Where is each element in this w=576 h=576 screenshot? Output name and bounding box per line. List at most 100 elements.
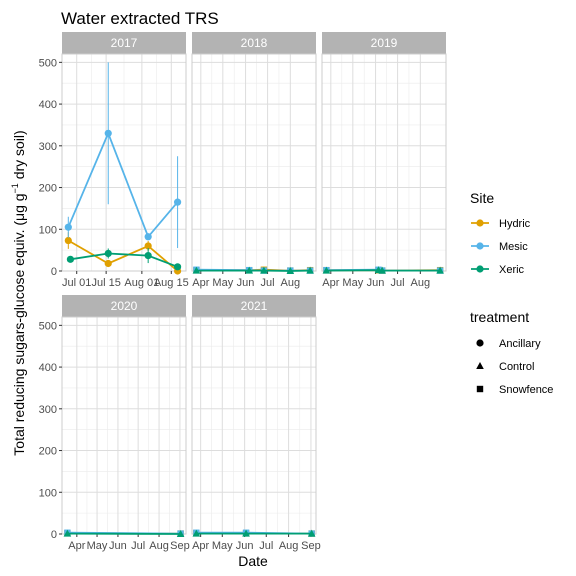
facet-strip (192, 32, 316, 54)
panel-border (321, 53, 447, 272)
x-tick-label: Sep (170, 540, 190, 552)
legend-label-snowfence: Snowfence (499, 384, 553, 396)
facet-panel-2020: 2020 0 100 200 300 400 500 Apr May Jun Jul Aug Sep (39, 295, 190, 552)
x-tick-label: Aug (149, 540, 169, 552)
series-xeric (63, 529, 185, 537)
data-point-triangle (192, 529, 201, 537)
x-tick-label: Jun (109, 540, 127, 552)
y-axis-title: Total reducing sugars-glucose equiv. (μg… (10, 130, 27, 455)
series-xeric (192, 266, 314, 274)
x-tick-label: Apr (322, 277, 339, 289)
panel-border (61, 316, 187, 535)
data-point-triangle (260, 266, 268, 274)
x-tick-label: Aug 15 (154, 277, 189, 289)
y-tick-label: 0 (51, 266, 57, 278)
panel-border (191, 316, 317, 535)
legend-key-point (476, 242, 484, 250)
x-tick-label: Aug 01 (124, 277, 159, 289)
legend-title-treatment: treatment (470, 309, 529, 325)
y-tick-label: 300 (39, 141, 57, 153)
y-tick-label: 500 (39, 320, 57, 332)
y-axis-title-tail: dry soil) (11, 130, 27, 183)
data-point-triangle (286, 267, 295, 274)
x-tick-label: Jul (131, 540, 145, 552)
data-point-triangle (245, 266, 254, 274)
facet-panel-2018: 2018 Apr May Jun Jul Aug (191, 32, 317, 289)
x-tick-label: Apr (192, 540, 209, 552)
panel-border (61, 53, 187, 272)
data-point-circle (104, 129, 112, 137)
data-point-circle (173, 198, 182, 206)
facet-strip (192, 295, 316, 317)
legend-label-ancillary: Ancillary (499, 338, 541, 350)
x-tick-label: Jun (237, 277, 255, 289)
y-tick-label: 200 (39, 446, 57, 458)
y-tick-label: 400 (39, 362, 57, 374)
data-point-triangle (378, 266, 386, 274)
y-axis-title-superscript: −1 (10, 183, 20, 193)
x-tick-label: Sep (301, 540, 321, 552)
x-tick-label: Jul 15 (91, 277, 120, 289)
data-point-triangle (322, 266, 331, 274)
data-point-circle (144, 242, 152, 250)
series-mesic (64, 62, 182, 249)
data-point-triangle (63, 529, 72, 537)
data-point-triangle (242, 529, 250, 537)
x-tick-label: Aug (281, 277, 301, 289)
x-tick-label: Apr (192, 277, 209, 289)
x-tick-label: May (87, 540, 108, 552)
y-tick-label: 500 (39, 57, 57, 69)
x-tick-label: Aug (411, 277, 431, 289)
data-point-circle (144, 233, 152, 241)
series-xeric (192, 529, 316, 537)
data-point-triangle (192, 266, 201, 274)
facet-strip-label: 2020 (111, 299, 138, 313)
x-tick-label: May (342, 277, 363, 289)
x-tick-label: Jun (367, 277, 385, 289)
data-point-circle (144, 251, 152, 260)
legend-key-point (476, 219, 484, 227)
legend-shape-square (476, 385, 484, 393)
data-point-circle (66, 255, 75, 263)
facet-panel-2017: 2017 0 100 200 300 400 500 Jul 01 Jul 15 Aug 01Au… (39, 32, 189, 289)
x-tick-label: Jul (261, 277, 275, 289)
legend-label-mesic: Mesic (499, 241, 528, 253)
data-point-circle (104, 259, 112, 268)
data-point-circle (64, 223, 72, 231)
data-point-triangle (176, 530, 185, 537)
series-xeric (322, 266, 444, 274)
facet-panel-2019: 2019 Apr May Jun Jul Aug (321, 32, 447, 289)
data-point-triangle (306, 266, 314, 274)
facet-panel-2021: 2021 Apr May Jun Jul Aug Sep (191, 295, 321, 552)
x-tick-label: May (212, 540, 233, 552)
facet-strip (62, 295, 186, 317)
facet-strip-label: 2017 (111, 36, 138, 50)
x-tick-label: Jul 01 (62, 277, 91, 289)
series-line (70, 252, 178, 268)
x-tick-label: Jul (259, 540, 273, 552)
x-tick-label: Jun (236, 540, 254, 552)
x-tick-label: Aug (279, 540, 299, 552)
x-tick-label: Apr (68, 540, 85, 552)
data-point-triangle (436, 266, 444, 274)
facet-strip (322, 32, 446, 54)
legend-label-control: Control (499, 361, 534, 373)
data-point-circle (64, 236, 72, 245)
legend-key-point (476, 265, 484, 273)
y-tick-label: 100 (39, 487, 57, 499)
series-line (67, 239, 179, 272)
chart-title: Water extracted TRS (61, 9, 219, 28)
x-axis-title: Date (238, 553, 268, 569)
y-tick-label: 400 (39, 99, 57, 111)
facet-strip-label: 2019 (371, 36, 398, 50)
data-point-triangle (307, 529, 316, 537)
data-point-circle (173, 263, 182, 271)
series-xeric (66, 248, 182, 271)
panel-border (191, 53, 317, 272)
facet-strip-label: 2018 (241, 36, 268, 50)
data-point-circle (104, 249, 112, 258)
facet-strip (62, 32, 186, 54)
